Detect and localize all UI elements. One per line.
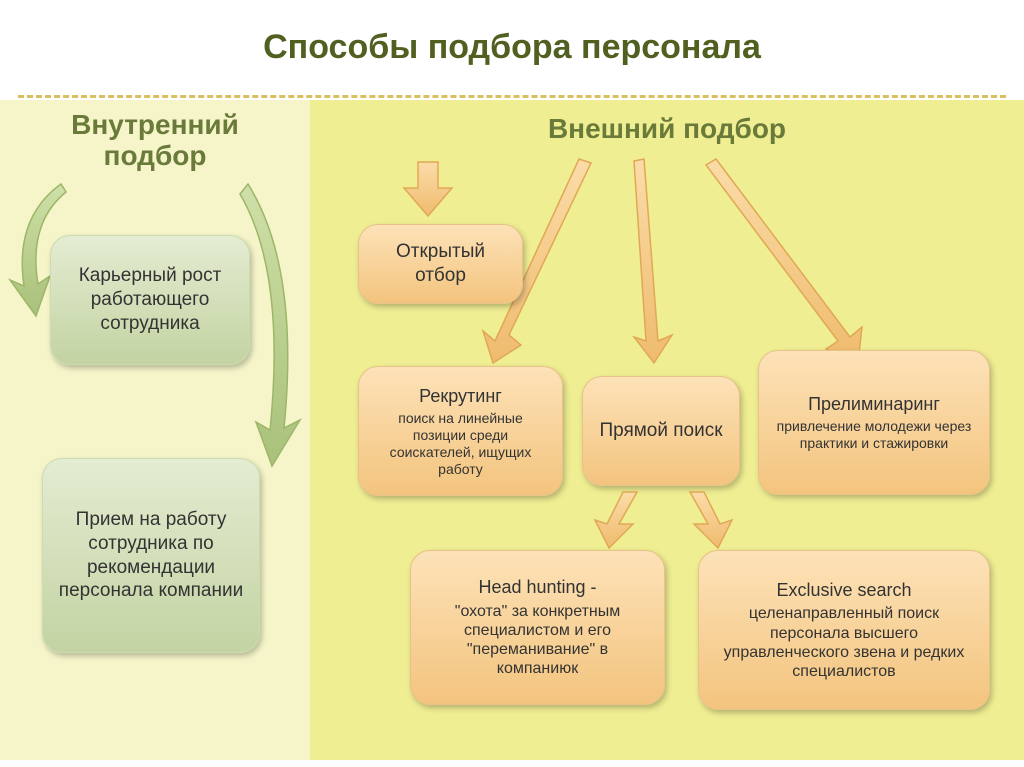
- box-open-text: Открытый отбор: [373, 240, 508, 288]
- box-prelim-sub: привлечение молодежи через практики и ст…: [773, 418, 975, 452]
- box-head-sub: "охота" за конкретным специалистом и его…: [425, 602, 650, 679]
- panel-internal: Внутренний подбор Карьерный рост работаю…: [0, 100, 310, 760]
- box-referral: Прием на работу сотрудника по рекомендац…: [42, 458, 260, 653]
- box-recruiting-title: Рекрутинг: [419, 385, 502, 408]
- block-arrow-down-left-icon: [595, 490, 647, 550]
- divider: [18, 95, 1006, 98]
- internal-header: Внутренний подбор: [18, 110, 292, 172]
- diag-arrow-3-icon: [710, 155, 880, 365]
- box-excl-sub: целенаправленный поиск персонала высшего…: [713, 604, 975, 681]
- block-arrow-down-icon: [402, 158, 454, 220]
- box-career: Карьерный рост работающего сотрудника: [50, 235, 250, 365]
- box-recruiting-sub: поиск на линейные позиции среди соискате…: [373, 410, 548, 477]
- title-area: Способы подбора персонала: [0, 0, 1024, 95]
- box-excl-title: Exclusive search: [776, 579, 911, 602]
- box-career-text: Карьерный рост работающего сотрудника: [65, 264, 235, 335]
- box-head-title: Head hunting -: [478, 576, 596, 599]
- external-header: Внешний подбор: [310, 114, 1024, 145]
- box-recruiting: Рекрутинг поиск на линейные позиции сред…: [358, 366, 563, 496]
- diag-arrow-2-icon: [610, 155, 700, 365]
- box-open: Открытый отбор: [358, 224, 523, 304]
- block-arrow-down-right-icon: [680, 490, 732, 550]
- box-direct-text: Прямой поиск: [599, 419, 722, 443]
- page-title: Способы подбора персонала: [263, 28, 761, 67]
- box-direct: Прямой поиск: [582, 376, 740, 486]
- panel-external: Внешний подбор Открытый отбор Рекрутинг …: [310, 100, 1024, 760]
- box-referral-text: Прием на работу сотрудника по рекомендац…: [57, 508, 245, 603]
- box-prelim-title: Прелиминаринг: [808, 393, 940, 416]
- box-headhunting: Head hunting - "охота" за конкретным спе…: [410, 550, 665, 705]
- panels: Внутренний подбор Карьерный рост работаю…: [0, 100, 1024, 760]
- box-exclusive: Exclusive search целенаправленный поиск …: [698, 550, 990, 710]
- box-preliminaring: Прелиминаринг привлечение молодежи через…: [758, 350, 990, 495]
